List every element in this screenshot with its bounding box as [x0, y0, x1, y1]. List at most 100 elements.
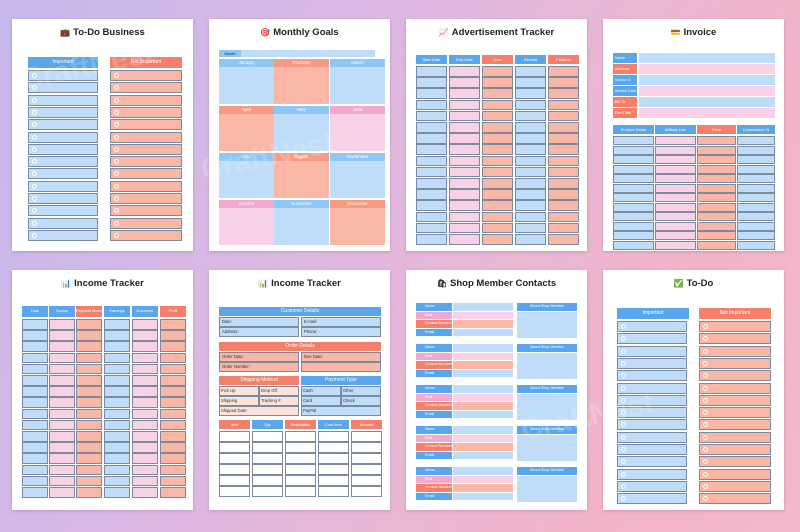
- form-field: [301, 386, 341, 396]
- checkbox-circle-icon: [32, 73, 37, 78]
- table-cell: [416, 211, 447, 223]
- table-cell: [548, 88, 579, 99]
- table-cell: [285, 453, 316, 464]
- table-cell: [76, 363, 102, 375]
- section-header: Shipping Method: [219, 376, 299, 385]
- invoice-field-value: [639, 75, 775, 85]
- table-cell: [160, 330, 186, 341]
- table-cell: [132, 408, 158, 420]
- month-label: February: [274, 59, 329, 67]
- todo-row-not-important: [699, 480, 771, 492]
- contact-value: [453, 443, 513, 451]
- table-cell: [655, 231, 696, 240]
- table-cell: [613, 240, 654, 250]
- table-cell: [160, 319, 186, 330]
- month-box: [219, 67, 274, 104]
- contact-label: Email: [416, 328, 452, 336]
- table-cell: [132, 330, 158, 341]
- table-cell: [449, 66, 480, 77]
- contact-value: [453, 434, 513, 442]
- table-cell: [104, 397, 130, 408]
- table-cell: [22, 419, 48, 431]
- todo-row-important: [28, 205, 98, 217]
- todo-row-important: [28, 70, 98, 81]
- form-label: Card: [303, 398, 313, 403]
- checkbox-circle-icon: [114, 134, 119, 140]
- table-cell: [697, 145, 736, 155]
- about-header: About Shop Member: [517, 426, 577, 434]
- form-field: [219, 362, 299, 372]
- table-cell: [76, 431, 102, 442]
- contact-label: Role: [416, 475, 452, 483]
- form-field: [301, 317, 381, 327]
- table-cell: [515, 133, 546, 144]
- todo-row-important: [28, 82, 98, 94]
- todo-row-important: [617, 468, 687, 480]
- table-cell: [76, 386, 102, 397]
- page-income-tracker-table: 📊 Income Tracker Date Source Payment Method…: [12, 270, 193, 510]
- contact-value: [453, 410, 513, 418]
- table-cell: [655, 202, 696, 212]
- table-cell: [515, 144, 546, 155]
- month-label: October: [219, 200, 274, 208]
- table-cell: [548, 110, 579, 122]
- table-cell: [482, 144, 513, 155]
- column-header: Source: [49, 306, 75, 317]
- page-title: Advertisement Tracker: [451, 27, 555, 38]
- table-cell: [219, 486, 250, 497]
- table-cell: [22, 464, 48, 476]
- contact-value: [453, 344, 513, 352]
- month-box: [274, 114, 329, 151]
- checkbox-circle-icon: [621, 496, 626, 502]
- month-header: Month: [219, 50, 241, 57]
- table-cell: [548, 211, 579, 223]
- table-cell: [76, 487, 102, 498]
- month-header-bar: [241, 50, 375, 57]
- table-cell: [515, 110, 546, 122]
- about-box: [517, 311, 577, 338]
- checkbox-circle-icon: [621, 483, 626, 489]
- month-box: [330, 114, 385, 151]
- table-cell: [548, 122, 579, 133]
- table-cell: [548, 200, 579, 211]
- not-important-header: Not Important: [110, 57, 182, 68]
- todo-row-not-important: [699, 456, 771, 468]
- table-cell: [318, 431, 349, 442]
- form-label: Due Date:: [304, 354, 323, 359]
- table-cell: [49, 475, 75, 487]
- table-cell: [49, 453, 75, 464]
- table-cell: [416, 200, 447, 211]
- table-cell: [449, 155, 480, 167]
- table-cell: [132, 341, 158, 352]
- form-field: [301, 396, 341, 406]
- section-header: Customer Details: [219, 307, 381, 316]
- contact-value: [453, 352, 513, 360]
- table-cell: [515, 200, 546, 211]
- table-cell: [737, 202, 775, 212]
- table-cell: [515, 77, 546, 88]
- about-box: [517, 393, 577, 420]
- form-label: Date:: [222, 319, 233, 324]
- invoice-field-label: Bill To: [613, 97, 637, 107]
- todo-row-important: [617, 370, 687, 382]
- table-cell: [318, 442, 349, 453]
- table-cell: [318, 486, 349, 497]
- table-cell: [697, 174, 736, 183]
- todo-row-not-important: [110, 82, 182, 94]
- table-cell: [76, 397, 102, 408]
- table-cell: [449, 88, 480, 99]
- table-cell: [449, 110, 480, 122]
- table-cell: [22, 487, 48, 498]
- page-todo-business: 💼 To-Do Business Important Not Important: [12, 19, 193, 251]
- todo-row-not-important: [110, 143, 182, 155]
- table-cell: [351, 464, 382, 475]
- table-cell: [49, 419, 75, 431]
- form-field: [219, 327, 299, 337]
- contact-value: [453, 451, 513, 459]
- table-cell: [351, 442, 382, 453]
- table-cell: [104, 431, 130, 442]
- checkbox-circle-icon: [703, 422, 708, 428]
- table-cell: [160, 363, 186, 375]
- checkbox-circle-icon: [703, 385, 708, 391]
- contact-value: [453, 369, 513, 377]
